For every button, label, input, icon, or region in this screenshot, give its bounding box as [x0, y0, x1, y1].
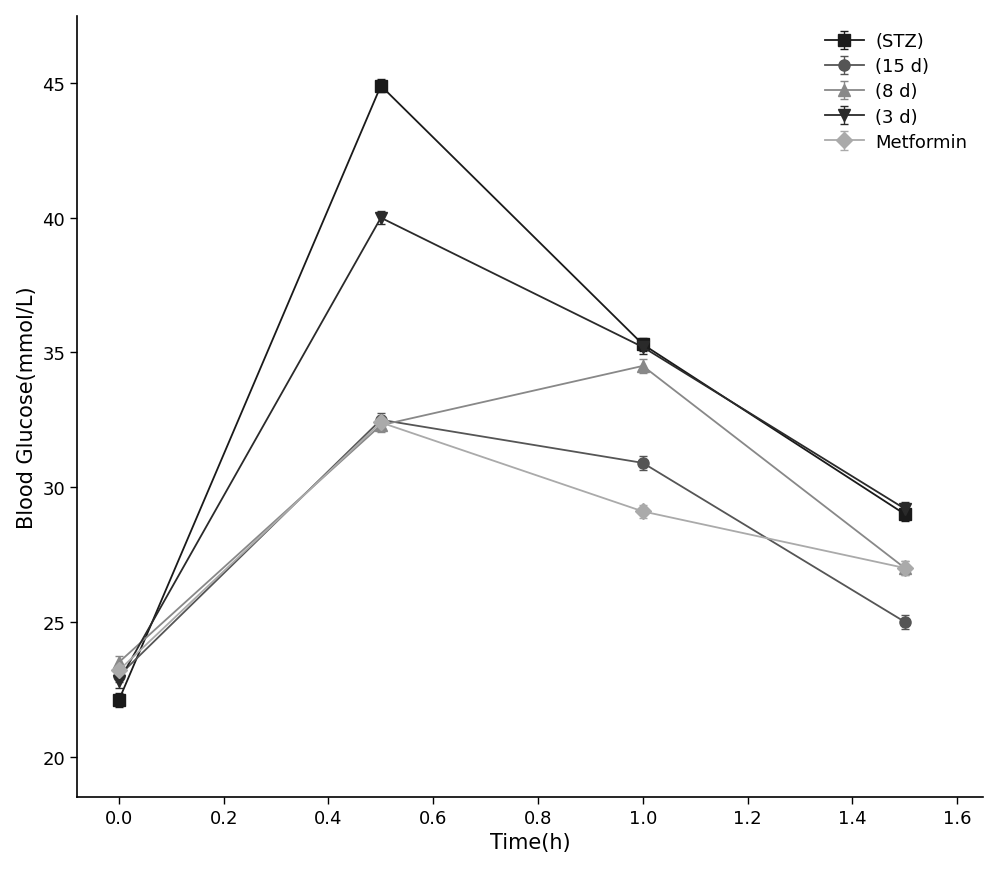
Legend: (STZ), (15 d), (8 d), (3 d), Metformin: (STZ), (15 d), (8 d), (3 d), Metformin: [817, 26, 974, 159]
X-axis label: Time(h): Time(h): [490, 833, 570, 852]
Y-axis label: Blood Glucose(mmol/L): Blood Glucose(mmol/L): [17, 286, 37, 528]
